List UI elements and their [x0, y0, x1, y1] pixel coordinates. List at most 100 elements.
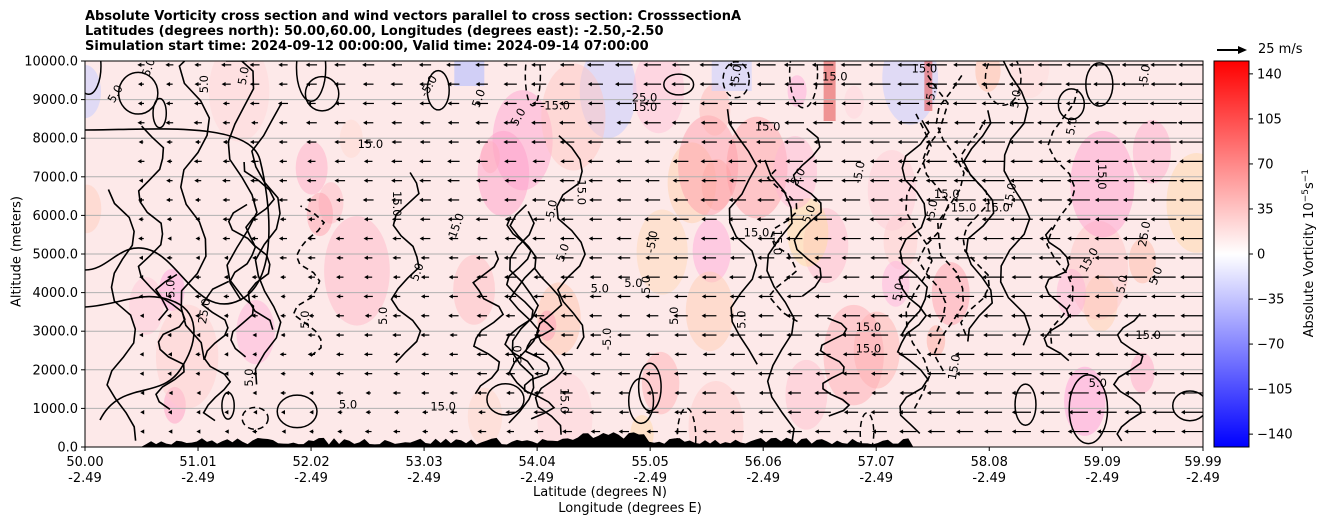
wind-vector-head	[222, 197, 227, 203]
wind-vector-head	[448, 313, 453, 318]
vorticity-cell	[541, 63, 606, 171]
wind-vector-head	[222, 178, 227, 183]
wind-vector-head	[1038, 274, 1043, 280]
colorbar-tick-label: 105	[1257, 112, 1282, 127]
wind-vector-head	[558, 120, 563, 125]
wind-vector-head	[505, 371, 510, 376]
wind-vector-head	[756, 217, 761, 222]
wind-vector-head	[223, 274, 228, 280]
vorticity-cell	[1128, 238, 1156, 284]
wind-vector-head	[1066, 178, 1071, 183]
colorbar-tick-label: −70	[1257, 338, 1284, 353]
wind-vector-head	[842, 352, 847, 357]
contour-loop	[1014, 383, 1037, 426]
wind-vector-head	[588, 255, 593, 261]
wind-vector-head	[278, 139, 283, 145]
wind-vector-head	[137, 101, 142, 106]
x-axis-label-longitude: Longitude (degrees E)	[558, 501, 702, 516]
contour-line	[85, 295, 195, 421]
wind-vector-head	[562, 429, 567, 434]
wind-vector-head	[449, 429, 454, 434]
wind-vector-head	[982, 255, 987, 261]
wind-vector-head	[757, 332, 762, 338]
wind-vector-head	[251, 217, 256, 222]
contour-label: 5.0	[1063, 116, 1080, 136]
wind-vector-head	[870, 313, 875, 318]
vorticity-cell	[537, 282, 581, 355]
wind-vector-head	[898, 410, 903, 415]
wind-vector-head	[194, 274, 199, 280]
contour-label: 5.0	[667, 307, 681, 325]
wind-vector-head	[532, 236, 537, 241]
y-tick-label: 7000.0	[33, 170, 79, 185]
wind-vector-head	[1095, 332, 1100, 338]
wind-vector-head	[307, 274, 312, 280]
wind-vector-head	[1096, 410, 1101, 415]
contour-loop	[1172, 390, 1203, 422]
wind-vector-head	[307, 236, 312, 241]
wind-vector-head	[869, 178, 874, 183]
wind-vector-head	[1011, 352, 1016, 357]
wind-vector-head	[701, 294, 706, 299]
wind-vector-head	[616, 236, 621, 241]
wind-vector-head	[1009, 178, 1014, 183]
wind-vector-head	[194, 197, 199, 203]
wind-vector-head	[280, 313, 285, 318]
wind-vector-head	[336, 274, 341, 280]
contour-label: 15.0	[934, 187, 960, 201]
wind-vector-head	[756, 101, 761, 106]
contour-loop	[304, 75, 340, 112]
wind-vector-head	[1151, 294, 1156, 299]
wind-vector-head	[644, 217, 649, 222]
wind-vector-head	[672, 217, 677, 222]
wind-vector-head	[447, 81, 452, 87]
wind-vector-head	[617, 274, 622, 280]
wind-vector-head	[1010, 217, 1015, 222]
wind-vectors	[137, 62, 1203, 434]
wind-vector-head	[194, 294, 199, 299]
wind-vector-head	[729, 178, 734, 183]
wind-vector-head	[981, 81, 986, 87]
colorbar-label-exp2: −1	[1300, 168, 1311, 183]
wind-vector-head	[475, 255, 480, 261]
wind-vector-head	[530, 81, 535, 87]
wind-vector-head	[813, 139, 818, 145]
wind-vector-head	[785, 159, 790, 164]
wind-vector-head	[503, 255, 508, 261]
wind-vector-head	[139, 313, 144, 318]
wind-vector-head	[194, 178, 199, 183]
wind-vector-head	[702, 352, 707, 357]
wind-vector-head	[983, 352, 988, 357]
wind-vector-head	[672, 139, 677, 145]
wind-vector-head	[140, 410, 145, 415]
wind-vector-head	[701, 313, 706, 318]
wind-vector-head	[307, 352, 312, 357]
wind-vector-head	[1177, 101, 1182, 106]
wind-vector-head	[224, 371, 229, 376]
wind-vector-head	[504, 159, 509, 164]
wind-vector-head	[728, 62, 733, 68]
wind-vector-head	[249, 101, 254, 106]
wind-vector-head	[336, 255, 341, 261]
wind-vector-head	[674, 294, 679, 299]
wind-vector-head	[503, 62, 508, 68]
contour-label: 5.0	[298, 310, 312, 328]
wind-vector-head	[167, 274, 172, 280]
wind-vector-head	[842, 429, 847, 434]
wind-vector-head	[560, 197, 565, 203]
wind-vector-head	[897, 159, 902, 164]
wind-vector-head	[1066, 197, 1071, 203]
wind-vector-head	[758, 390, 763, 396]
wind-vector-head	[1151, 332, 1156, 338]
wind-vector-head	[869, 139, 874, 145]
colorbar-label-mid: s	[1302, 182, 1318, 190]
wind-vector-head	[447, 159, 452, 164]
contour-label: 15.0	[1001, 182, 1019, 210]
wind-vector-head	[980, 139, 985, 145]
wind-vector-head	[1178, 139, 1183, 145]
wind-vector-head	[1179, 371, 1184, 376]
wind-vector-head	[645, 294, 650, 299]
wind-vector-head	[448, 139, 453, 145]
contour-line	[1112, 313, 1144, 442]
wind-vector-head	[1067, 236, 1072, 241]
